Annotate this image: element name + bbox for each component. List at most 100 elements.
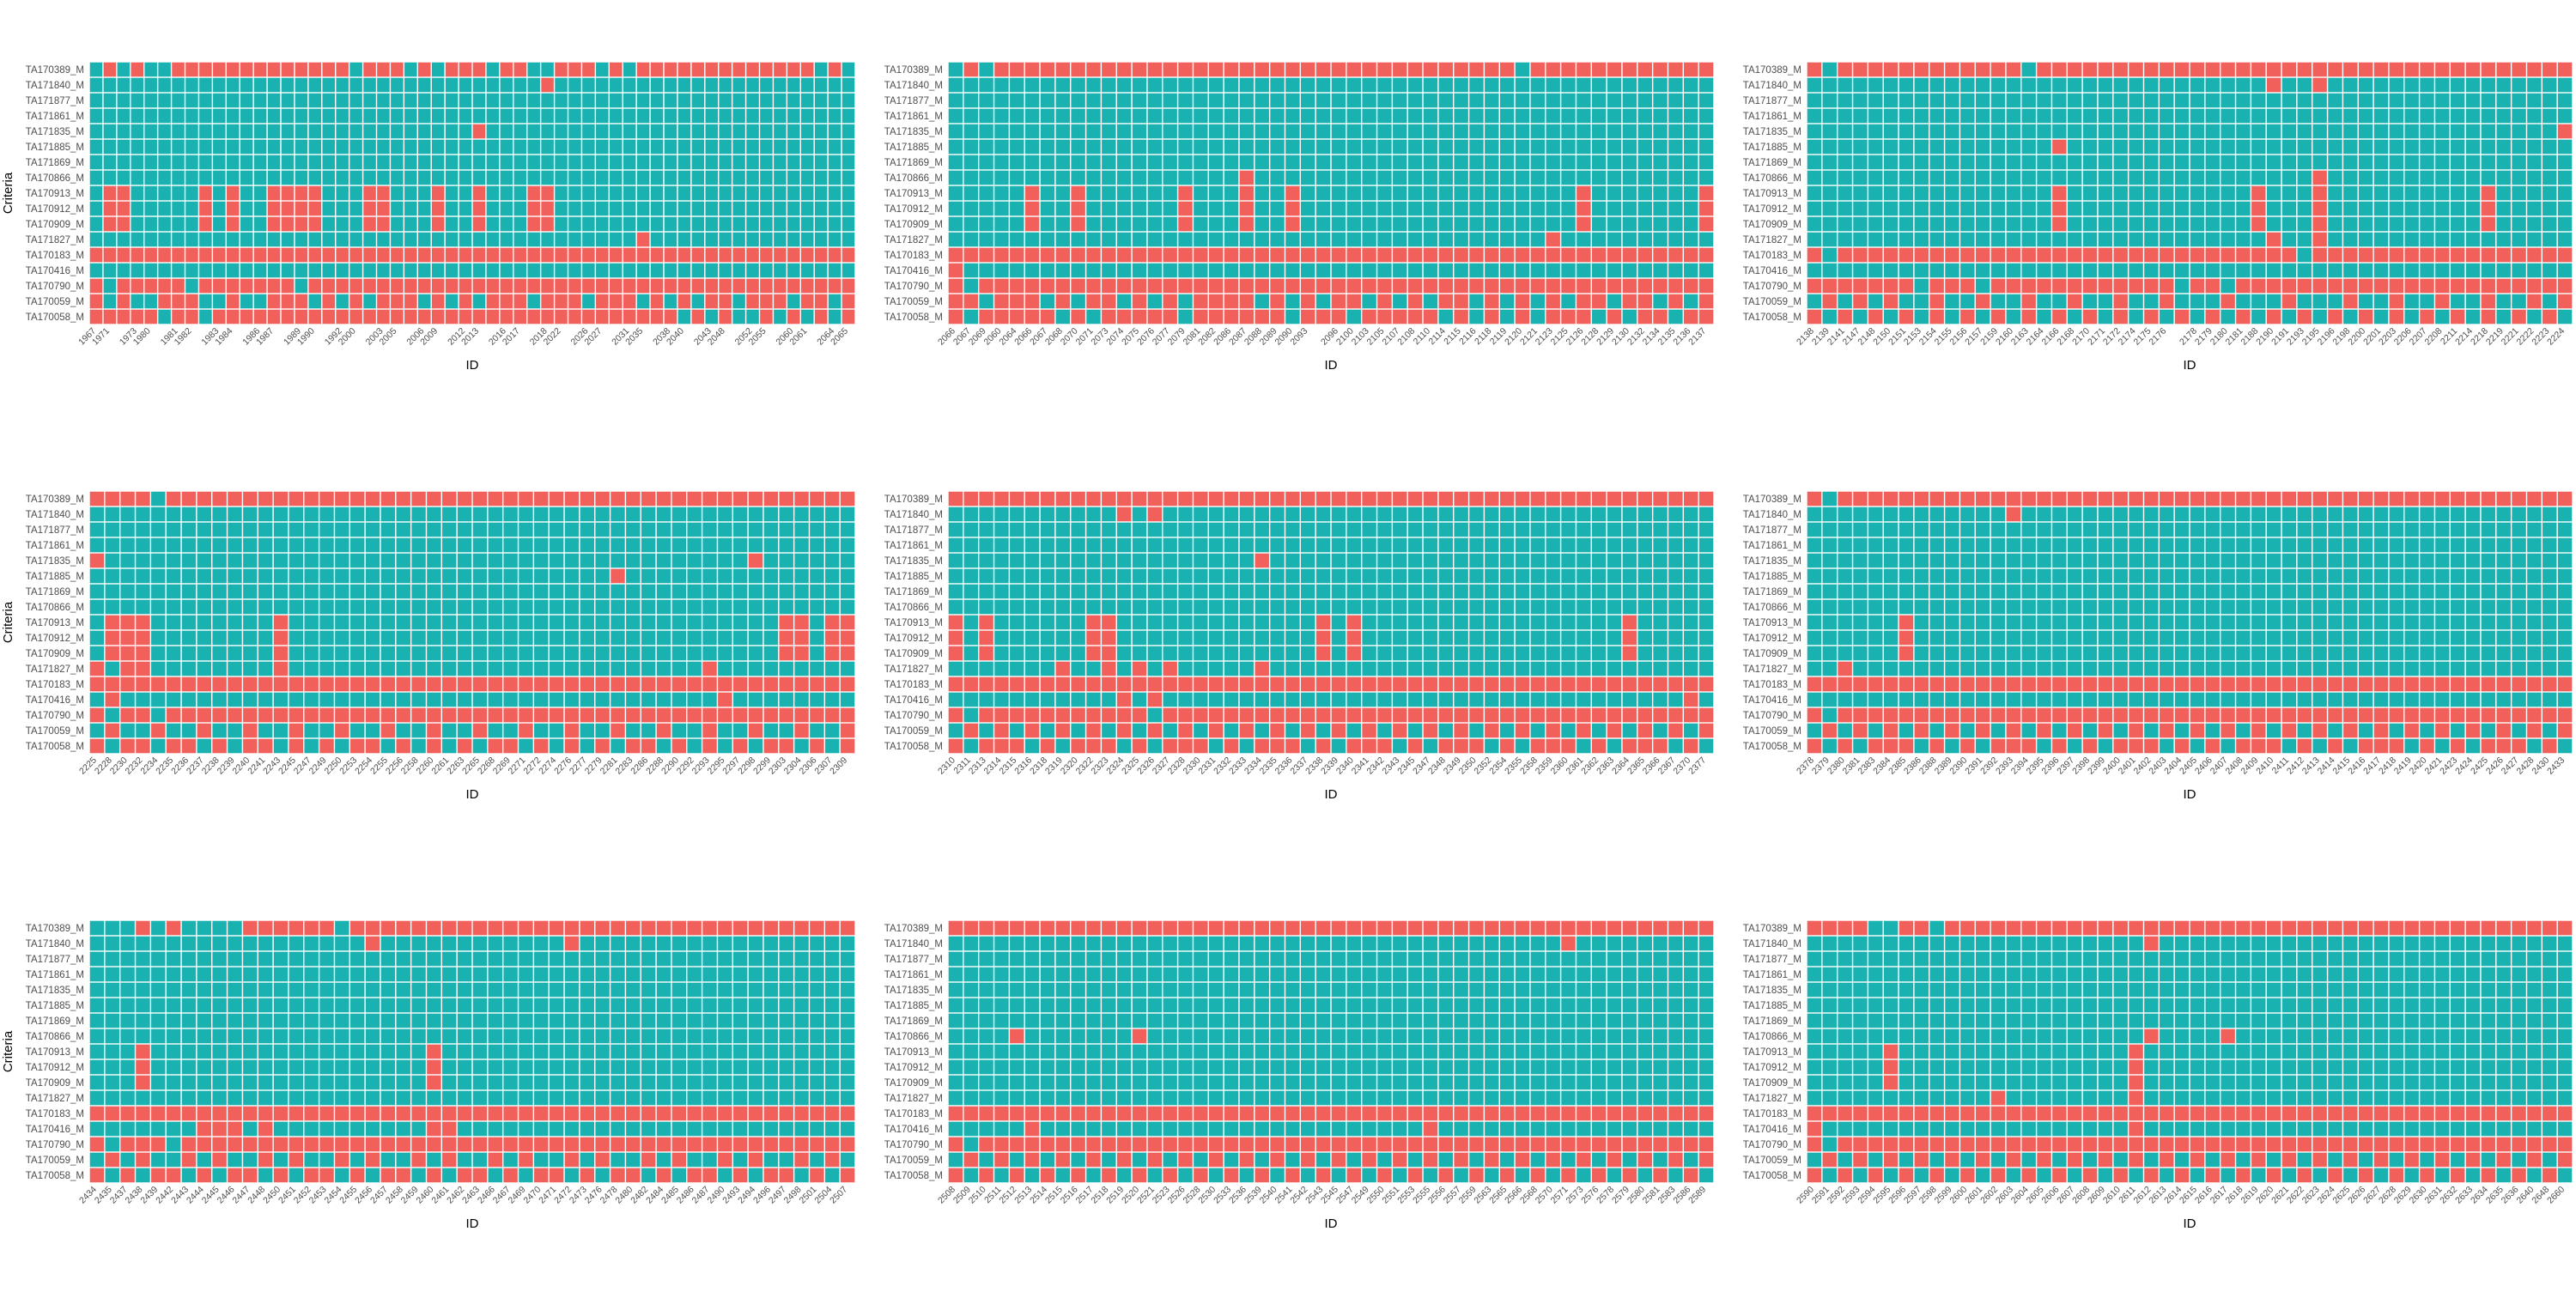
heatmap-cell bbox=[1163, 263, 1177, 278]
heatmap-cell bbox=[1407, 738, 1423, 754]
heatmap-cell bbox=[445, 185, 459, 201]
heatmap-cell bbox=[228, 491, 242, 506]
heatmap-cell bbox=[779, 584, 793, 599]
heatmap-cell bbox=[1239, 216, 1255, 232]
heatmap-cell bbox=[2067, 309, 2082, 325]
heatmap-cell bbox=[1515, 62, 1530, 77]
heatmap-cell bbox=[1960, 124, 1975, 139]
heatmap-cell bbox=[431, 294, 445, 309]
heatmap-cell bbox=[2557, 553, 2573, 568]
heatmap-cell bbox=[814, 247, 828, 263]
heatmap-cell bbox=[564, 615, 580, 630]
heatmap-cell bbox=[1285, 630, 1300, 646]
heatmap-cell bbox=[2465, 155, 2481, 170]
heatmap-cell bbox=[2205, 491, 2220, 506]
heatmap-cell bbox=[258, 506, 273, 522]
heatmap-cell bbox=[2420, 216, 2434, 232]
heatmap-cell bbox=[411, 646, 426, 661]
heatmap-cell bbox=[1530, 309, 1546, 325]
heatmap-cell bbox=[2174, 77, 2190, 93]
heatmap-cell bbox=[240, 294, 253, 309]
heatmap-cell bbox=[2281, 568, 2297, 584]
heatmap-cell bbox=[1407, 553, 1423, 568]
heatmap-cell bbox=[488, 615, 502, 630]
heatmap-cell bbox=[1346, 568, 1361, 584]
heatmap-cell bbox=[1637, 537, 1652, 553]
heatmap-cell bbox=[828, 139, 841, 155]
heatmap-cell bbox=[2450, 309, 2465, 325]
heatmap-cell bbox=[500, 93, 513, 108]
heatmap-cell bbox=[2067, 77, 2082, 93]
heatmap-cell bbox=[746, 93, 759, 108]
heatmap-cell bbox=[687, 537, 702, 553]
heatmap-cell bbox=[1407, 723, 1423, 738]
heatmap-cell bbox=[1331, 584, 1346, 599]
heatmap-cell bbox=[1010, 537, 1024, 553]
heatmap-cell bbox=[1607, 294, 1622, 309]
heatmap-cell bbox=[2082, 232, 2098, 247]
heatmap-cell bbox=[582, 77, 595, 93]
heatmap-cell bbox=[1393, 646, 1407, 661]
heatmap-cell bbox=[89, 108, 103, 124]
heatmap-cell bbox=[2251, 216, 2266, 232]
heatmap-cell bbox=[687, 522, 702, 537]
heatmap-cell bbox=[774, 155, 787, 170]
heatmap-cell bbox=[2082, 309, 2098, 325]
heatmap-cell bbox=[1194, 139, 1208, 155]
heatmap-cell bbox=[1086, 247, 1101, 263]
heatmap-cell bbox=[948, 263, 963, 278]
y-tick-label: TA171835_M bbox=[1743, 127, 1801, 137]
heatmap-cell bbox=[336, 278, 349, 294]
heatmap-cell bbox=[841, 155, 855, 170]
heatmap-cell bbox=[595, 676, 610, 692]
heatmap-cell bbox=[691, 309, 705, 325]
heatmap-cell bbox=[611, 553, 625, 568]
heatmap-cell bbox=[555, 278, 568, 294]
heatmap-cell bbox=[2465, 139, 2481, 155]
heatmap-cell bbox=[664, 278, 677, 294]
heatmap-cell bbox=[1331, 553, 1346, 568]
heatmap-cell bbox=[2465, 522, 2481, 537]
heatmap-cell bbox=[2512, 294, 2526, 309]
heatmap-cell bbox=[226, 155, 240, 170]
heatmap-cell bbox=[1255, 707, 1269, 723]
heatmap-cell bbox=[1853, 216, 1868, 232]
heatmap-cell bbox=[1362, 692, 1376, 707]
heatmap-cell bbox=[1899, 216, 1914, 232]
y-tick-label: TA171840_M bbox=[26, 510, 84, 520]
heatmap-cell bbox=[719, 294, 732, 309]
heatmap-cell bbox=[636, 185, 650, 201]
heatmap-cell bbox=[810, 707, 824, 723]
heatmap-cell bbox=[89, 77, 103, 93]
heatmap-cell bbox=[89, 247, 103, 263]
heatmap-cell bbox=[656, 522, 671, 537]
heatmap-cell bbox=[1668, 139, 1683, 155]
heatmap-cell bbox=[549, 568, 564, 584]
heatmap-cell bbox=[1515, 108, 1530, 124]
heatmap-cell bbox=[1393, 599, 1407, 615]
heatmap-cell bbox=[488, 568, 502, 584]
heatmap-cell bbox=[151, 661, 166, 676]
heatmap-cell bbox=[2221, 124, 2235, 139]
heatmap-cell bbox=[1622, 584, 1637, 599]
heatmap-cell bbox=[1577, 615, 1591, 630]
heatmap-cell bbox=[2420, 553, 2434, 568]
heatmap-cell bbox=[442, 537, 457, 553]
heatmap-cell bbox=[2205, 232, 2220, 247]
heatmap-cell bbox=[500, 170, 513, 185]
heatmap-cell bbox=[677, 77, 691, 93]
heatmap-cell bbox=[650, 309, 664, 325]
heatmap-cell bbox=[2221, 216, 2235, 232]
heatmap-cell bbox=[994, 247, 1009, 263]
heatmap-cell bbox=[1315, 263, 1331, 278]
heatmap-cell bbox=[2481, 170, 2496, 185]
heatmap-cell bbox=[2389, 216, 2404, 232]
heatmap-cell bbox=[746, 139, 759, 155]
y-tick-label: TA171877_M bbox=[26, 96, 84, 106]
heatmap-cell bbox=[459, 232, 472, 247]
heatmap-cell bbox=[1423, 723, 1438, 738]
heatmap-cell bbox=[2435, 522, 2450, 537]
heatmap-cell bbox=[1224, 62, 1239, 77]
heatmap-cell bbox=[500, 108, 513, 124]
heatmap-cell bbox=[595, 599, 610, 615]
